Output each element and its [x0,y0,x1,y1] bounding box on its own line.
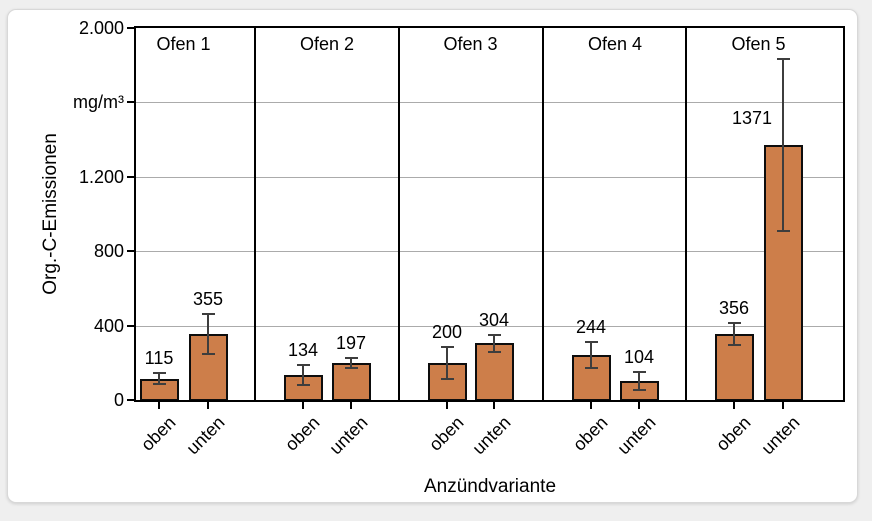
x-category-label-text: unten [182,412,229,459]
panel-divider [254,28,256,400]
error-bar-cap-top [297,364,310,366]
x-category-label-text: oben [568,412,612,455]
y-tick-label: 0 [113,390,124,410]
x-tick [638,402,640,409]
y-tick [127,27,135,29]
value-label: 104 [623,347,655,367]
x-tick [350,402,352,409]
x-category-label-text: unten [468,412,515,459]
value-label: 355 [192,289,224,309]
error-bar-cap-bottom [441,378,454,380]
y-tick-label: 1.200 [78,167,124,187]
y-tick [127,250,135,252]
y-axis-title: Org.-C-Emissionen [40,133,61,295]
value-label: 304 [478,310,510,330]
error-bar-cap-bottom [585,367,598,369]
error-bar-cap-bottom [297,384,310,386]
gridline [136,251,843,252]
error-bar-cap-top [202,313,215,315]
error-bar-line [158,373,160,384]
y-tick [127,399,135,401]
y-tick-label: 400 [93,316,124,336]
panel-header: Ofen 1 [156,34,211,54]
error-bar-line [302,365,304,385]
y-tick [127,176,135,178]
error-bar-line [782,59,784,231]
error-bar-cap-bottom [153,383,166,385]
x-category-label-text: unten [613,412,660,459]
error-bar-line [733,323,735,345]
value-label: 197 [335,333,367,353]
value-label: 356 [718,298,750,318]
x-tick [446,402,448,409]
x-tick [302,402,304,409]
error-bar-cap-bottom [777,230,790,232]
x-category-label-text: oben [280,412,324,455]
panel-divider [398,28,400,400]
error-bar-cap-bottom [202,353,215,355]
x-tick [590,402,592,409]
x-tick [207,402,209,409]
error-bar-cap-bottom [728,344,741,346]
y-tick [127,101,135,103]
panel-header: Ofen 2 [299,34,355,54]
x-tick [733,402,735,409]
error-bar-line [638,372,640,390]
error-bar-cap-top [441,346,454,348]
error-bar-cap-bottom [633,389,646,391]
value-label: 1371 [731,108,773,128]
error-bar-cap-top [777,58,790,60]
error-bar-cap-top [633,371,646,373]
error-bar-line [207,314,209,354]
panel-header: Ofen 4 [587,34,643,54]
error-bar-cap-top [153,372,166,374]
error-bar-cap-top [345,357,358,359]
error-bar-cap-top [488,334,501,336]
error-bar-line [350,358,352,368]
chart-card [7,9,858,503]
value-label: 115 [144,348,174,368]
gridline [136,326,843,327]
error-bar-cap-bottom [488,351,501,353]
gridline [136,177,843,178]
panel-header: Ofen 5 [731,34,786,54]
x-tick [158,402,160,409]
y-tick [127,325,135,327]
value-label: 134 [287,340,319,360]
error-bar-line [590,342,592,368]
x-tick [493,402,495,409]
x-tick [782,402,784,409]
error-bar-cap-top [728,322,741,324]
error-bar-cap-bottom [345,367,358,369]
y-tick-label: 2.000 [78,18,124,38]
x-axis-title: Anzündvariante [423,476,557,497]
x-category-label-text: oben [424,412,468,455]
error-bar-line [446,347,448,379]
panel-header: Ofen 3 [443,34,498,54]
value-label: 200 [431,322,463,342]
value-label: 244 [575,317,607,337]
x-category-label-text: oben [136,412,180,455]
x-category-label-text: oben [711,412,755,455]
x-category-label-text: unten [757,412,804,459]
y-unit-label: mg/m³ [73,92,124,112]
x-category-label-text: unten [325,412,372,459]
gridline [136,102,843,103]
error-bar-cap-top [585,341,598,343]
panel-divider [685,28,687,400]
panel-divider [542,28,544,400]
error-bar-line [493,335,495,352]
y-tick-label: 800 [93,241,124,261]
